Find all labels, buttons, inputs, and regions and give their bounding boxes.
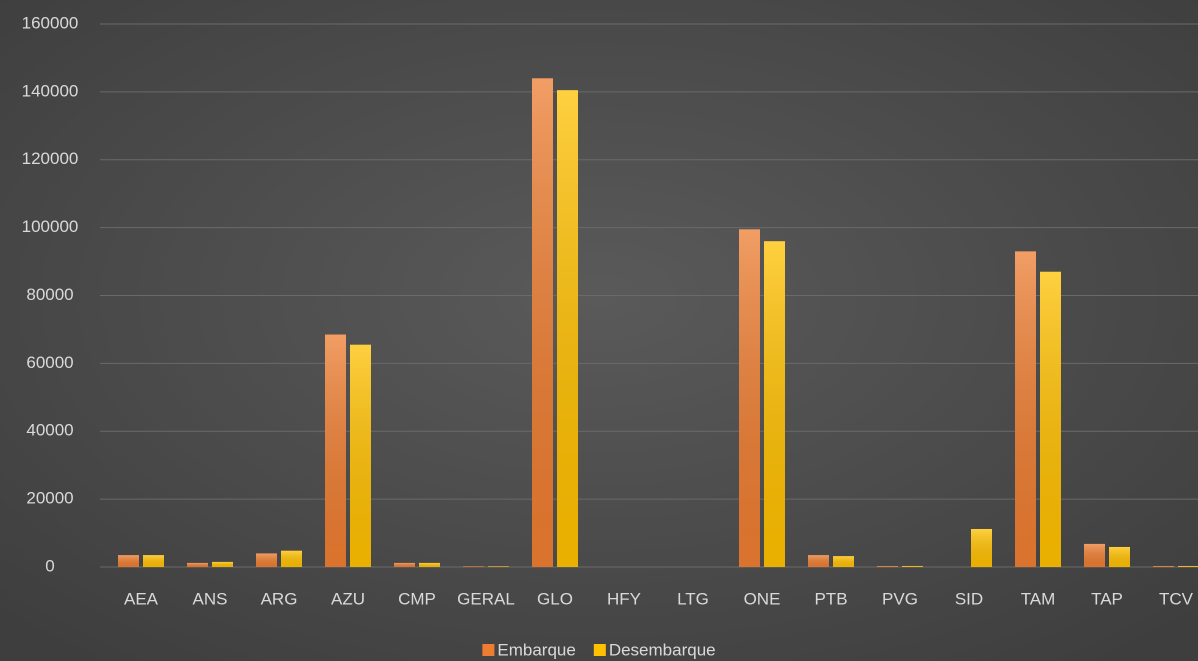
bar	[187, 562, 208, 567]
legend-swatch	[593, 644, 606, 656]
x-tick-label: PVG	[882, 589, 918, 608]
x-tick-label: HFY	[607, 589, 641, 608]
bar	[143, 555, 164, 567]
bar	[1040, 271, 1061, 567]
bar	[325, 334, 346, 567]
y-tick-label: 0	[45, 556, 54, 575]
y-tick-label: 60000	[26, 353, 73, 372]
bar	[1178, 565, 1198, 567]
legend-label: Embarque	[497, 640, 575, 659]
bar	[463, 566, 484, 567]
bar	[394, 562, 415, 567]
legend-swatch	[482, 644, 495, 656]
x-tick-label: CMP	[398, 589, 436, 608]
x-tick-label: GERAL	[457, 589, 515, 608]
bar	[557, 90, 578, 567]
bar	[212, 561, 233, 567]
bar	[118, 555, 139, 567]
bar	[971, 528, 992, 567]
bar	[902, 565, 923, 567]
bar	[419, 562, 440, 567]
bar	[1153, 565, 1174, 567]
bar	[764, 241, 785, 567]
x-tick-label: AZU	[331, 589, 365, 608]
bar	[350, 344, 371, 567]
legend-label: Desembarque	[609, 640, 716, 659]
x-tick-label: ONE	[744, 589, 781, 608]
bar	[833, 556, 854, 567]
x-tick-label: LTG	[677, 589, 709, 608]
x-tick-label: TCV	[1159, 589, 1194, 608]
bar	[1015, 251, 1036, 567]
x-tick-label: ARG	[261, 589, 298, 608]
legend: Embarque Desembarque	[482, 640, 716, 659]
bar	[877, 565, 898, 567]
y-tick-label: 20000	[26, 489, 73, 508]
bar	[808, 555, 829, 567]
bar	[1084, 543, 1105, 567]
x-tick-label: PTB	[814, 589, 847, 608]
bar	[488, 566, 509, 567]
y-tick-label: 140000	[22, 81, 79, 100]
bar	[1109, 546, 1130, 567]
y-tick-label: 100000	[22, 217, 79, 236]
bar	[532, 78, 553, 568]
y-tick-label: 40000	[26, 421, 73, 440]
y-tick-label: 120000	[22, 149, 79, 168]
y-tick-label: 160000	[22, 13, 79, 32]
x-tick-label: TAP	[1091, 589, 1123, 608]
x-tick-label: SID	[955, 589, 983, 608]
bar	[281, 550, 302, 567]
x-tick-label: GLO	[537, 589, 573, 608]
x-tick-label: AEA	[124, 589, 159, 608]
y-tick-label: 80000	[26, 285, 73, 304]
x-tick-label: TAM	[1021, 589, 1056, 608]
bar	[256, 553, 277, 567]
bar	[739, 229, 760, 567]
x-tick-label: ANS	[193, 589, 228, 608]
